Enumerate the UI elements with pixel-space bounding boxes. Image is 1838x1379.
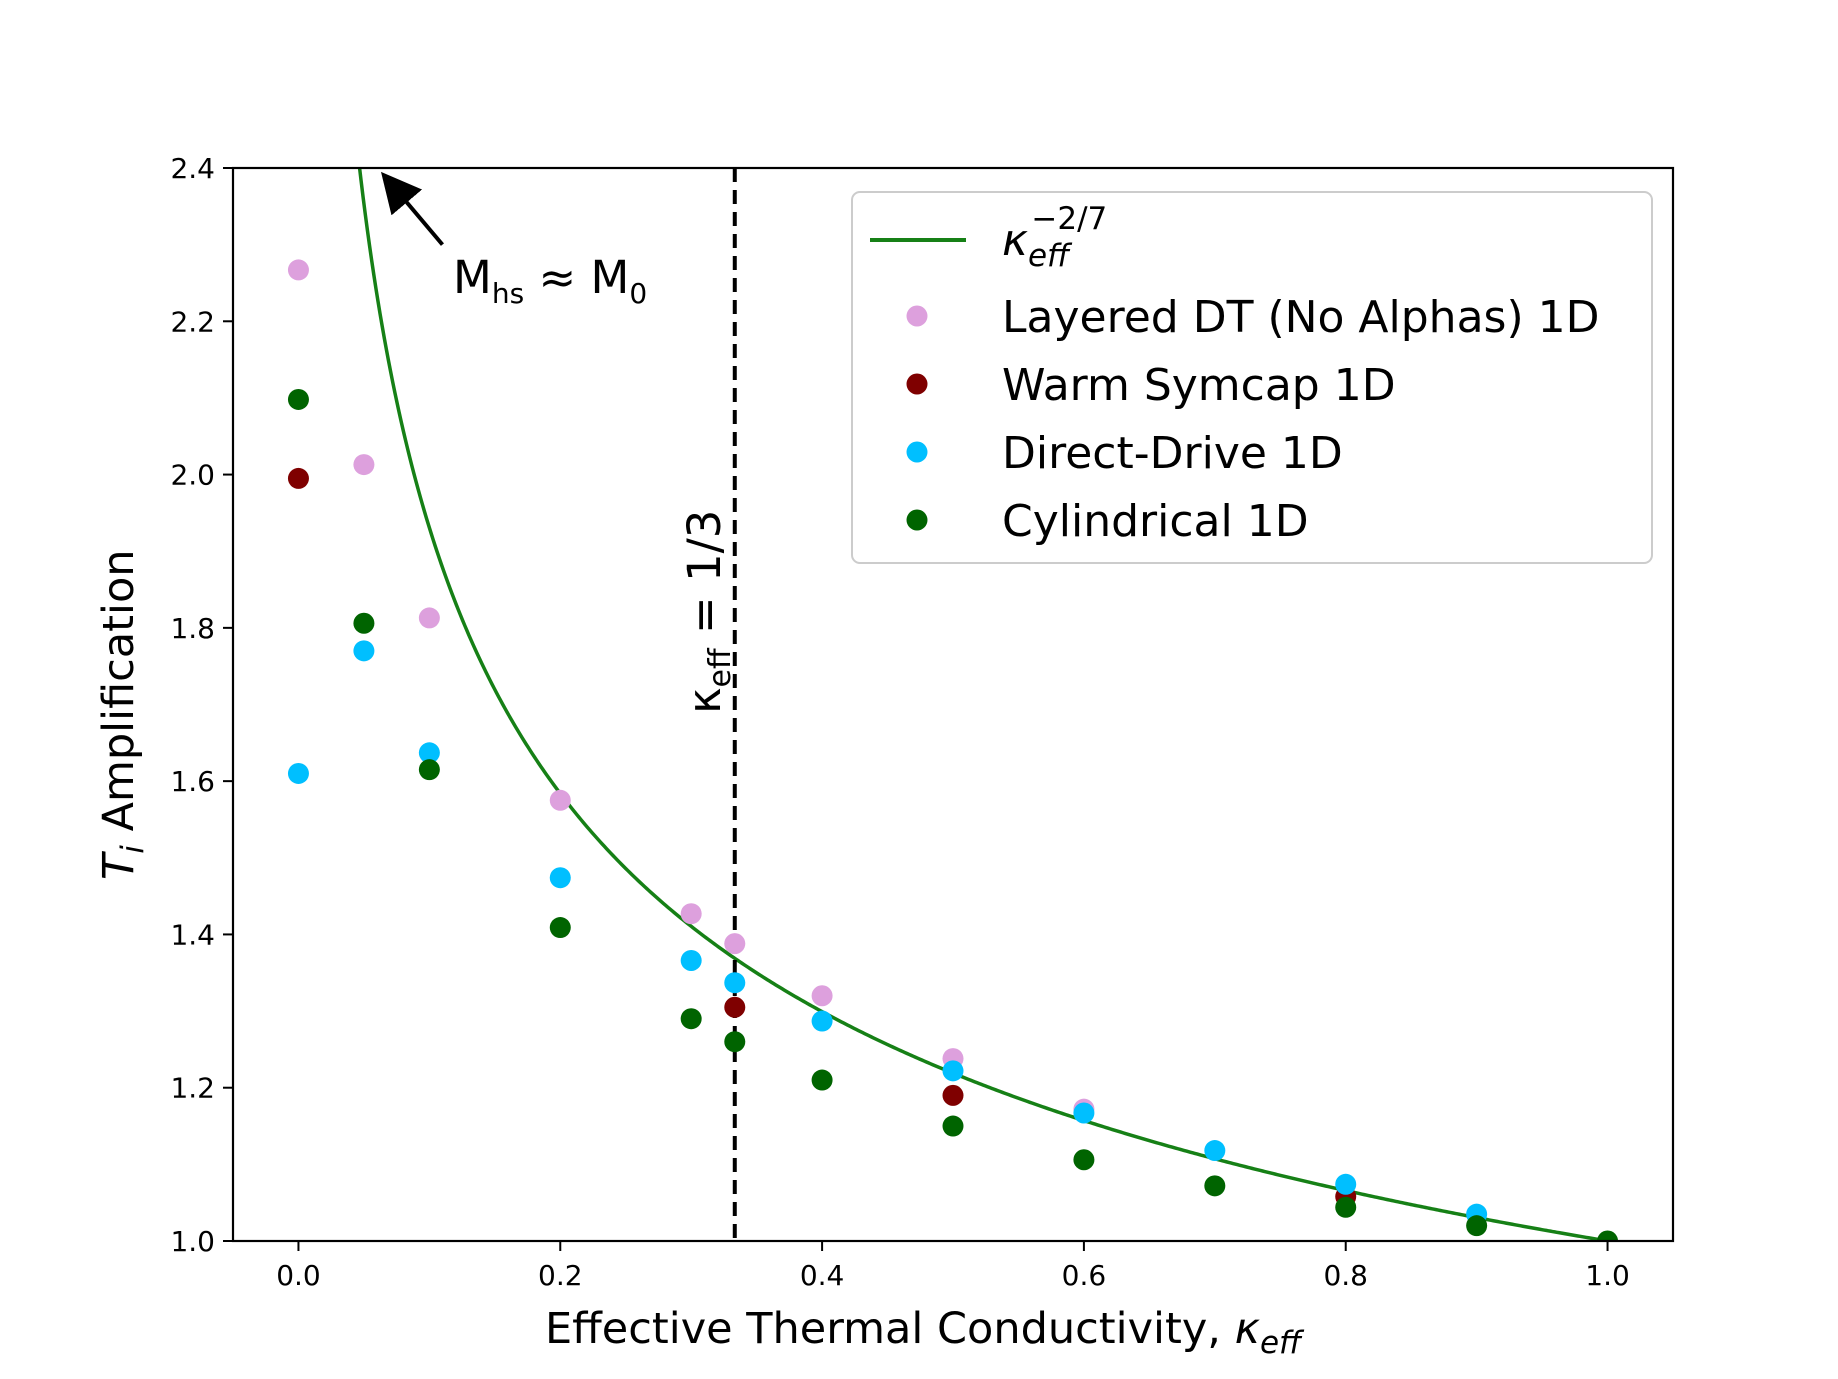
y-tick-label: 1.4: [170, 918, 215, 951]
y-axis-label-t: T: [94, 850, 144, 880]
y-axis-label-sub: i: [115, 845, 151, 854]
data-point: [680, 1008, 702, 1030]
y-tick-label: 1.2: [170, 1072, 215, 1105]
data-point: [549, 789, 571, 811]
data-point: [1204, 1175, 1226, 1197]
data-point: [811, 985, 833, 1007]
y-axis-label-rest: Amplification: [94, 549, 144, 845]
curve-layer: [357, 168, 1608, 1241]
data-point: [1597, 1230, 1619, 1241]
x-axis: 0.0 0.2 0.4 0.6 0.8 1.0: [276, 1241, 1630, 1292]
legend-label: Warm Symcap 1D: [1002, 360, 1396, 411]
annotation-arrow: [381, 171, 444, 246]
legend-label: Direct-Drive 1D: [1002, 428, 1343, 479]
data-point: [549, 867, 571, 889]
x-axis-label-main: Effective Thermal Conductivity,: [545, 1304, 1235, 1354]
vline-label-rest: = 1/3: [678, 510, 731, 649]
data-point: [942, 1115, 964, 1137]
legend: κeff−2/7 Layered DT (No Alphas) 1D Warm S…: [851, 191, 1653, 564]
data-point: [724, 1031, 746, 1053]
x-tick-label: 1.0: [1585, 1259, 1630, 1292]
legend-marker: [906, 509, 928, 531]
annotation-sub-hs: hs: [492, 277, 524, 310]
data-point: [287, 388, 309, 410]
legend-curve-label: κeff−2/7: [1002, 201, 1107, 274]
legend-series: Layered DT (No Alphas) 1D Warm Symcap 1D D…: [906, 292, 1599, 547]
x-axis-label-sub: eff: [1260, 1325, 1305, 1361]
points-layer: [287, 259, 1619, 1241]
series-2: [287, 640, 1488, 1225]
data-point: [724, 933, 746, 955]
data-point: [680, 949, 702, 971]
y-axis-label: Ti Amplification: [94, 549, 151, 880]
data-point: [811, 1069, 833, 1091]
data-point: [287, 762, 309, 784]
data-point: [418, 742, 440, 764]
annotation-mid: ≈ M: [524, 251, 629, 304]
legend-marker: [906, 373, 928, 395]
legend-label: Layered DT (No Alphas) 1D: [1002, 292, 1599, 343]
y-tick-label: 1.0: [170, 1225, 215, 1258]
x-axis-label: Effective Thermal Conductivity, κeff: [545, 1304, 1305, 1361]
data-point: [418, 759, 440, 781]
legend-curve-sub: eff: [1028, 238, 1073, 274]
x-tick-label: 0.8: [1323, 1259, 1368, 1292]
data-point: [724, 996, 746, 1018]
data-point: [1335, 1173, 1357, 1195]
data-point: [353, 454, 375, 476]
y-tick-label: 2.4: [170, 152, 215, 185]
data-point: [1073, 1149, 1095, 1171]
legend-label: Cylindrical 1D: [1002, 496, 1309, 547]
data-point: [680, 903, 702, 925]
legend-curve-sup: −2/7: [1031, 201, 1107, 237]
x-tick-label: 0.2: [538, 1259, 583, 1292]
data-point: [724, 972, 746, 994]
vline-label-sub: eff: [703, 647, 738, 687]
data-point: [287, 467, 309, 489]
data-point: [353, 640, 375, 662]
y-axis: 1.0 1.2 1.4 1.6 1.8 2.0 2.2 2.4: [170, 152, 233, 1258]
data-point: [1466, 1215, 1488, 1237]
data-point: [1204, 1140, 1226, 1162]
plot-frame: [231, 166, 1675, 1243]
data-point: [1073, 1102, 1095, 1124]
y-tick-label: 2.0: [170, 459, 215, 492]
vline-label-kappa: κ: [678, 687, 731, 714]
legend-box: [851, 191, 1653, 564]
legend-curve-kappa: κ: [1002, 215, 1028, 266]
data-point: [942, 1060, 964, 1082]
vline-label: κeff = 1/3: [678, 510, 738, 714]
data-point: [1335, 1196, 1357, 1218]
annotation-m: M: [453, 251, 492, 304]
series-3: [287, 388, 1619, 1241]
annotation-sub-0: 0: [629, 277, 647, 310]
x-axis-label-kappa: κ: [1235, 1304, 1261, 1354]
data-point: [549, 917, 571, 939]
data-point: [811, 1010, 833, 1032]
power-law-curve: [357, 168, 1608, 1241]
y-tick-label: 1.8: [170, 612, 215, 645]
y-tick-label: 2.2: [170, 305, 215, 338]
x-tick-label: 0.0: [276, 1259, 321, 1292]
x-tick-label: 0.6: [1062, 1259, 1107, 1292]
annotation-text: Mhs ≈ M0: [453, 251, 647, 310]
legend-marker: [906, 441, 928, 463]
data-point: [942, 1084, 964, 1106]
annotation: Mhs ≈ M0: [381, 171, 647, 310]
data-point: [418, 607, 440, 629]
plot-area: [231, 166, 1675, 1243]
data-point: [353, 612, 375, 634]
data-point: [287, 259, 309, 281]
legend-marker: [906, 305, 928, 327]
x-tick-label: 0.4: [800, 1259, 845, 1292]
y-tick-label: 1.6: [170, 765, 215, 798]
